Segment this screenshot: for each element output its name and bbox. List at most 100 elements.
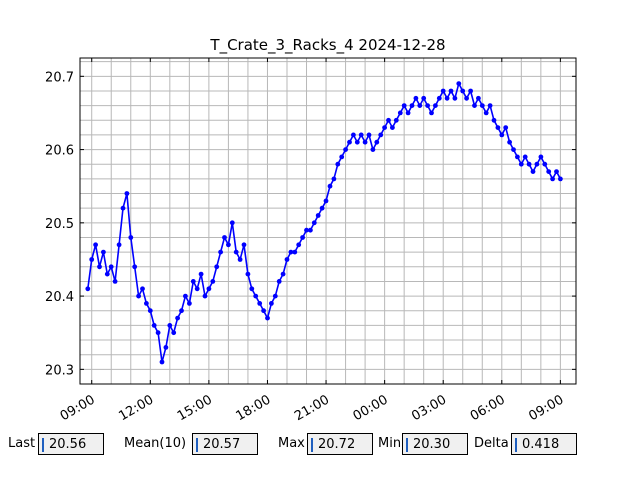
data-point xyxy=(269,301,274,306)
data-point xyxy=(233,249,239,255)
data-point xyxy=(429,110,434,116)
data-point xyxy=(518,161,524,167)
data-point xyxy=(495,125,501,130)
chart-title: T_Crate_3_Racks_4 2024-12-28 xyxy=(209,36,445,55)
data-point xyxy=(456,81,462,86)
data-point xyxy=(101,249,106,255)
data-point xyxy=(280,271,286,277)
data-point xyxy=(296,242,302,248)
data-point xyxy=(491,117,497,123)
plot-area xyxy=(80,58,576,384)
data-point xyxy=(151,323,157,328)
text-cursor-icon xyxy=(406,438,408,452)
data-point xyxy=(339,154,345,160)
data-point xyxy=(249,286,255,292)
data-point xyxy=(417,103,423,108)
data-point xyxy=(382,125,387,130)
data-point xyxy=(226,242,231,248)
data-point xyxy=(421,95,427,101)
data-point xyxy=(538,154,544,160)
data-point xyxy=(425,103,430,108)
data-point xyxy=(554,169,559,175)
data-point xyxy=(464,95,469,101)
x-tick-label: 03:00 xyxy=(409,392,449,424)
data-series xyxy=(85,81,563,365)
data-point xyxy=(546,169,552,175)
data-point xyxy=(104,271,110,277)
mean-value-field: 20.57 xyxy=(192,433,258,455)
x-tick-label: 09:00 xyxy=(526,392,566,424)
text-cursor-icon xyxy=(515,438,517,452)
data-point xyxy=(308,227,313,233)
data-point xyxy=(413,95,419,101)
data-point xyxy=(390,125,395,130)
max-value: 20.72 xyxy=(318,437,356,452)
x-tick-label: 15:00 xyxy=(175,392,215,424)
data-point xyxy=(397,110,403,116)
delta-value: 0.418 xyxy=(522,437,560,452)
data-point xyxy=(323,198,329,204)
data-point xyxy=(229,220,235,226)
data-point xyxy=(167,323,173,328)
data-point xyxy=(374,139,380,145)
data-point xyxy=(93,242,98,248)
data-point xyxy=(460,88,466,94)
data-point xyxy=(315,213,321,218)
data-point xyxy=(448,88,454,94)
min-label: Min xyxy=(378,436,402,451)
data-point xyxy=(124,191,130,196)
data-point xyxy=(132,264,138,270)
data-point xyxy=(175,315,181,321)
data-point xyxy=(190,279,196,284)
x-tick-label: 12:00 xyxy=(116,392,156,424)
data-point xyxy=(210,279,216,284)
data-point xyxy=(179,308,184,314)
data-point xyxy=(202,293,208,299)
data-point xyxy=(120,205,126,211)
data-point xyxy=(245,271,251,277)
data-point xyxy=(401,103,407,108)
x-tick-label: 18:00 xyxy=(234,392,274,424)
data-point xyxy=(261,308,266,314)
y-tick-label: 20.5 xyxy=(45,217,74,232)
data-point xyxy=(198,271,204,277)
text-cursor-icon xyxy=(311,438,313,452)
y-axis: 20.3 20.4 20.5 20.6 20.7 xyxy=(45,70,576,378)
y-tick-label: 20.7 xyxy=(45,70,74,85)
data-point xyxy=(362,139,368,145)
data-point xyxy=(89,257,95,262)
text-cursor-icon xyxy=(196,438,198,452)
data-point xyxy=(276,279,282,284)
data-point xyxy=(206,286,212,292)
data-point xyxy=(187,301,192,306)
data-point xyxy=(507,139,512,145)
data-point xyxy=(147,308,153,314)
data-point xyxy=(522,154,528,160)
data-point xyxy=(288,249,294,255)
data-point xyxy=(433,103,438,108)
data-point xyxy=(257,301,263,306)
data-point xyxy=(335,161,341,167)
data-point xyxy=(354,139,360,145)
data-point xyxy=(171,330,177,336)
data-point xyxy=(108,264,114,270)
data-point xyxy=(300,235,305,240)
data-point xyxy=(218,249,224,255)
y-tick-label: 20.4 xyxy=(45,290,74,305)
data-point xyxy=(515,154,520,160)
data-point xyxy=(140,286,145,292)
data-point xyxy=(468,88,473,94)
data-point xyxy=(85,286,91,292)
data-point xyxy=(542,161,548,167)
data-point xyxy=(343,147,348,153)
data-point xyxy=(530,169,536,175)
y-tick-label: 20.3 xyxy=(45,363,74,378)
data-point xyxy=(183,293,188,299)
last-label: Last xyxy=(8,436,36,451)
data-point xyxy=(241,242,247,248)
data-point xyxy=(534,161,540,167)
data-point xyxy=(409,103,415,108)
data-point xyxy=(487,103,493,108)
data-point xyxy=(479,103,485,108)
data-point xyxy=(144,301,149,306)
